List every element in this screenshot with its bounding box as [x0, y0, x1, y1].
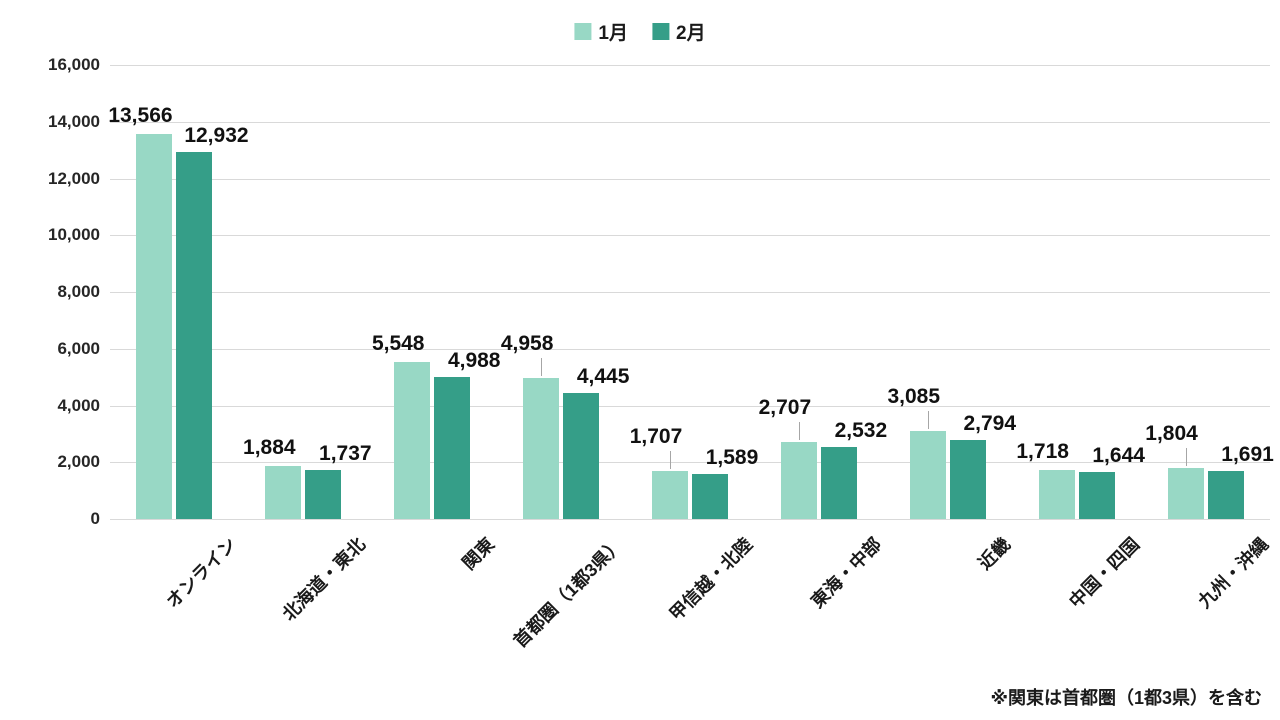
gridline — [110, 178, 1270, 180]
x-axis-category-label: 九州・沖縄 — [1193, 534, 1272, 612]
data-label-series2-7: 1,644 — [1092, 444, 1145, 468]
bar-series1-5 — [780, 442, 817, 519]
gridline — [110, 292, 1270, 293]
bar-series2-5 — [820, 447, 857, 519]
bar-series1-3 — [523, 378, 560, 519]
bar-series2-6 — [949, 439, 986, 519]
data-label-series2-4: 1,589 — [705, 445, 759, 469]
label-leader-line — [927, 411, 929, 430]
x-axis-category-label: 北海道・東北 — [278, 534, 370, 625]
chart-footnote: ※関東は首都圏（1都3県）を含む — [990, 688, 1262, 708]
y-axis-tick-label: 12,000 — [48, 168, 100, 188]
legend-swatch-january — [574, 23, 592, 40]
bar-series2-3 — [563, 392, 600, 519]
data-label-series1-8: 1,804 — [1145, 421, 1198, 445]
data-label-series1-4: 1,707 — [629, 424, 683, 448]
bar-series1-0 — [136, 134, 173, 519]
y-axis-tick-label: 4,000 — [57, 395, 100, 415]
legend-swatch-february — [652, 23, 669, 40]
legend-label-february: 2月 — [676, 23, 706, 44]
data-label-series1-7: 1,718 — [1016, 440, 1069, 464]
y-axis-tick-label: 6,000 — [57, 338, 100, 358]
label-leader-line — [798, 422, 800, 441]
x-axis-category-label: 近畿 — [974, 534, 1014, 574]
bar-series2-2 — [434, 377, 471, 519]
gridline — [110, 462, 1270, 464]
data-label-series1-1: 1,884 — [243, 435, 296, 459]
data-label-series2-2: 4,988 — [447, 349, 501, 373]
bar-series1-7 — [1038, 470, 1075, 519]
y-axis-tick-label: 0 — [90, 509, 100, 528]
label-leader-line — [541, 358, 543, 377]
data-label-series1-2: 5,548 — [371, 331, 425, 355]
bar-series1-4 — [652, 470, 688, 519]
x-axis-category-label: オンライン — [162, 534, 241, 612]
gridline — [110, 348, 1270, 350]
y-axis-tick-label: 14,000 — [48, 111, 100, 131]
data-label-series2-1: 1,737 — [319, 441, 372, 465]
legend-label-january: 1月 — [598, 23, 628, 44]
gridline — [110, 65, 1270, 66]
y-axis-tick-label: 16,000 — [48, 55, 100, 74]
data-label-series2-8: 1,691 — [1221, 443, 1274, 467]
data-label-series1-5: 2,707 — [758, 396, 812, 420]
gridline — [110, 121, 1270, 123]
chart-legend: 1月 2月 — [574, 18, 706, 45]
bar-series2-4 — [692, 473, 728, 519]
bar-series1-2 — [394, 361, 431, 519]
bar-series2-7 — [1078, 472, 1115, 519]
data-label-series1-3: 4,958 — [500, 332, 554, 356]
data-label-series2-5: 2,532 — [834, 419, 888, 443]
y-axis-tick-label: 8,000 — [57, 282, 100, 301]
x-axis-category-label: 東海・中部 — [807, 534, 886, 612]
bar-series1-1 — [265, 465, 302, 519]
bar-series2-8 — [1207, 471, 1244, 519]
x-axis-category-label: 首都圏（1都3県） — [509, 534, 628, 652]
x-axis-category-label: 中国・四国 — [1065, 534, 1143, 612]
data-label-series2-3: 4,445 — [576, 364, 630, 388]
label-leader-line — [1185, 447, 1187, 466]
bar-series2-0 — [176, 152, 213, 519]
y-axis-tick-label: 2,000 — [57, 452, 100, 472]
bar-series1-8 — [1167, 467, 1204, 519]
data-label-series2-6: 2,794 — [963, 411, 1017, 435]
bar-series2-1 — [305, 469, 342, 519]
x-axis-category-label: 甲信越・北陸 — [665, 534, 757, 625]
gridline — [110, 519, 1270, 520]
data-label-series2-0: 12,932 — [184, 124, 249, 148]
gridline — [110, 235, 1270, 237]
legend-item-february: 2月 — [652, 18, 706, 45]
legend-item-january: 1月 — [574, 18, 628, 45]
gridline — [110, 405, 1270, 407]
x-axis-category-label: 関東 — [458, 534, 499, 574]
data-label-series1-0: 13,566 — [108, 104, 173, 128]
bar-series1-6 — [909, 431, 946, 519]
data-label-series1-6: 3,085 — [887, 385, 941, 409]
y-axis-tick-label: 10,000 — [48, 225, 100, 245]
label-leader-line — [670, 450, 671, 469]
